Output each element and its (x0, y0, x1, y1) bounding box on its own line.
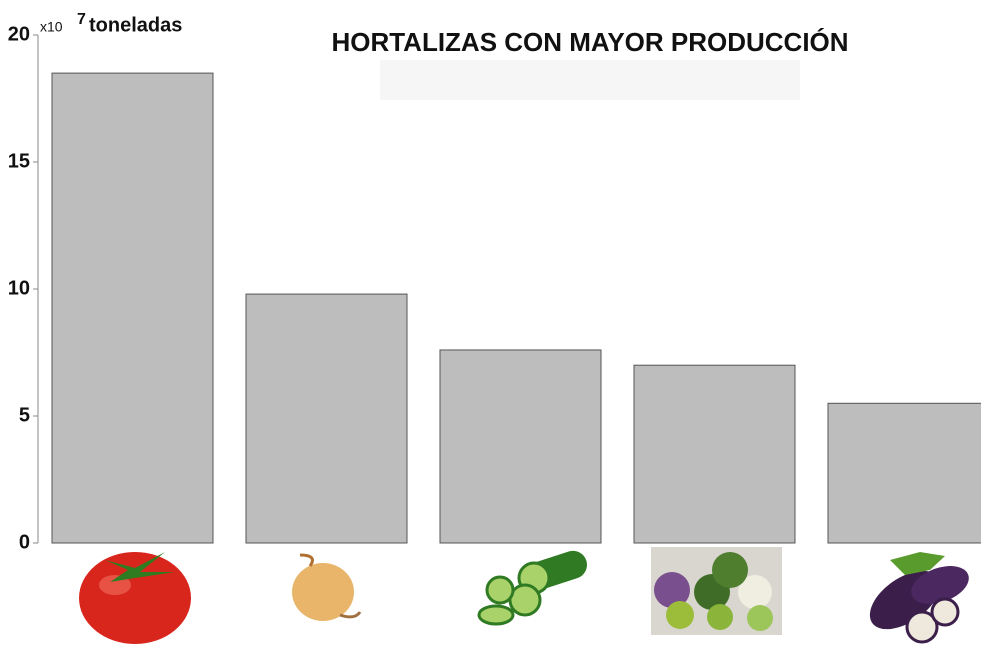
y-multiplier: x10 (40, 19, 63, 35)
y-tick-label: 15 (8, 150, 30, 172)
cucumber-image (477, 550, 588, 626)
y-exponent: 7 (77, 11, 86, 28)
chart-title: HORTALIZAS CON MAYOR PRODUCCIÓN (331, 27, 848, 57)
broccoli-image (651, 547, 782, 635)
bar (827, 402, 981, 544)
bar (51, 72, 214, 544)
y-axis-label: toneladas (89, 14, 182, 36)
y-tick-label: 10 (8, 277, 30, 299)
y-tick-label: 20 (8, 23, 30, 45)
title-backdrop (380, 60, 800, 100)
eggplant-image (869, 552, 969, 644)
y-tick-label: 5 (19, 404, 30, 426)
onion-image (292, 553, 362, 621)
bar (633, 364, 796, 544)
y-tick-label: 0 (19, 531, 30, 553)
bar (439, 349, 602, 544)
bar (245, 293, 408, 544)
tomato-image (79, 552, 191, 644)
